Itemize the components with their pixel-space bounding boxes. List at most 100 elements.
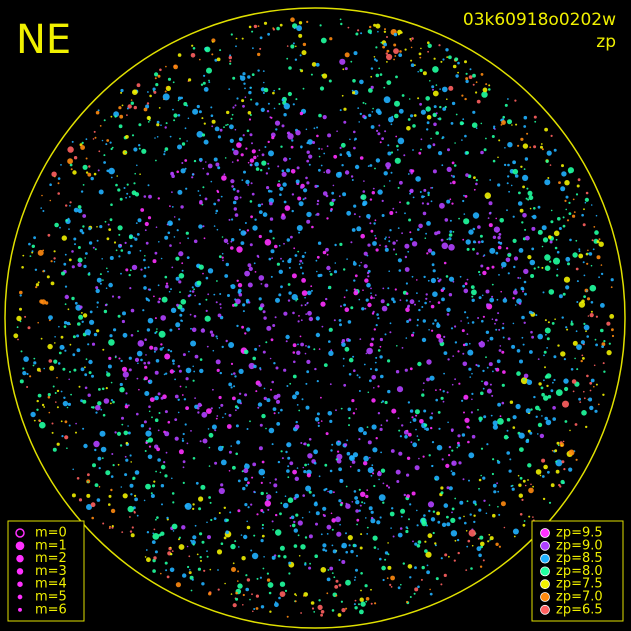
star [427, 193, 430, 197]
star [298, 263, 301, 266]
star [241, 556, 246, 561]
star [489, 539, 491, 541]
star [461, 139, 463, 141]
star [216, 415, 219, 417]
star [178, 273, 185, 279]
star [256, 254, 259, 258]
star [328, 350, 334, 356]
star [464, 521, 467, 525]
star [495, 217, 498, 220]
star [105, 143, 108, 146]
star [318, 147, 321, 150]
star [178, 328, 180, 330]
star [256, 513, 259, 516]
star [448, 55, 452, 60]
star [582, 357, 585, 360]
star [345, 607, 348, 610]
star [316, 212, 320, 216]
star [132, 89, 138, 95]
star [377, 317, 380, 320]
star [550, 220, 554, 224]
star [424, 301, 427, 305]
star [471, 298, 475, 302]
star [491, 265, 495, 269]
star [434, 231, 438, 236]
star [63, 325, 67, 328]
star [128, 368, 132, 372]
star [590, 378, 595, 383]
star [522, 343, 525, 346]
star [196, 280, 202, 286]
star [406, 600, 409, 604]
star [427, 501, 435, 508]
star [262, 350, 266, 354]
star [555, 459, 563, 467]
star [181, 525, 186, 530]
star [471, 544, 474, 547]
star [219, 49, 222, 52]
star [301, 278, 306, 283]
star [145, 441, 148, 444]
star [249, 114, 252, 116]
star [258, 210, 263, 215]
star [269, 201, 273, 206]
star [19, 294, 22, 297]
star [451, 101, 456, 106]
star [389, 511, 395, 517]
star [292, 374, 297, 379]
star [331, 609, 335, 612]
star [98, 150, 101, 153]
star [128, 235, 133, 240]
star [535, 415, 538, 418]
star [345, 502, 348, 505]
star [234, 540, 237, 543]
zp-symbol [540, 579, 550, 590]
star [426, 359, 432, 365]
star [377, 132, 381, 136]
star [448, 237, 452, 241]
star [523, 321, 526, 324]
star [367, 302, 372, 308]
star [335, 579, 339, 583]
star [139, 249, 142, 252]
star [164, 126, 167, 129]
star [492, 424, 498, 430]
star [529, 431, 533, 435]
star [484, 381, 488, 385]
star [156, 136, 159, 138]
star [158, 297, 161, 300]
star [435, 131, 440, 135]
star [343, 268, 346, 271]
star [286, 45, 289, 47]
star [53, 359, 58, 364]
star [341, 341, 343, 344]
star [157, 458, 161, 462]
star [329, 383, 332, 386]
star [492, 513, 496, 518]
star [380, 374, 384, 379]
star [519, 513, 523, 516]
star [385, 236, 387, 238]
star [62, 367, 66, 371]
star [229, 138, 234, 143]
star [549, 260, 552, 263]
star [93, 332, 98, 337]
star [358, 298, 361, 301]
star [91, 374, 94, 378]
star [247, 111, 252, 115]
star [127, 425, 129, 427]
star [252, 462, 257, 467]
star [338, 559, 341, 561]
star [587, 249, 589, 252]
star [158, 241, 160, 243]
star [219, 128, 223, 132]
star [455, 74, 459, 78]
star [165, 65, 167, 68]
star [388, 240, 391, 243]
star [147, 380, 151, 383]
star [288, 257, 292, 261]
star [197, 190, 200, 192]
star [61, 271, 65, 276]
star [445, 463, 450, 468]
